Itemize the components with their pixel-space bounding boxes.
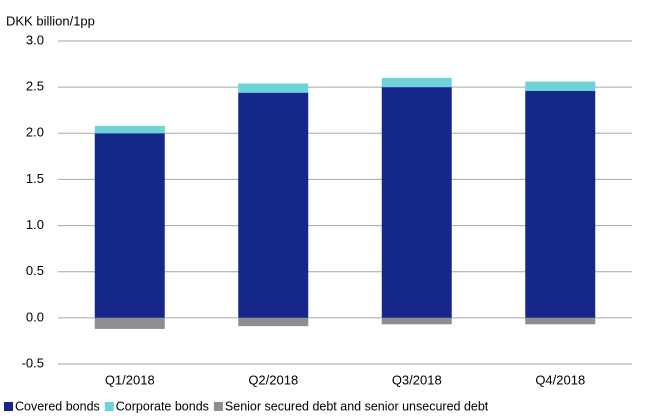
bar-segment: [381, 77, 452, 88]
legend-swatch: [213, 402, 223, 411]
y-tick-label: 2.5: [26, 79, 44, 94]
y-tick-label: 3.0: [26, 32, 44, 47]
x-tick-label: Q4/2018: [535, 372, 585, 387]
y-axis-label: DKK billion/1pp: [6, 13, 95, 28]
legend-label: Senior secured debt and senior unsecured…: [225, 399, 489, 413]
bar-segment: [238, 83, 309, 93]
legend-label: Corporate bonds: [116, 399, 209, 413]
bar-segment: [381, 87, 452, 318]
y-tick-label: 1.0: [26, 217, 44, 232]
bar-segment: [238, 317, 309, 327]
bar-segment: [525, 90, 596, 318]
y-tick-label: 1.5: [26, 171, 44, 186]
bar-segment: [238, 92, 309, 318]
bar-segment: [94, 133, 165, 318]
legend: Covered bonds Corporate bonds Senior secur…: [4, 399, 489, 413]
bar-segment: [94, 317, 165, 329]
legend-swatch: [104, 402, 114, 411]
legend-swatch: [4, 402, 13, 411]
y-tick-label: 0.5: [26, 263, 44, 278]
x-tick-label: Q1/2018: [105, 372, 155, 387]
bar-segment: [94, 125, 165, 134]
y-tick-label: -0.5: [22, 355, 44, 370]
bar-segment: [381, 317, 452, 325]
legend-label: Covered bonds: [15, 399, 100, 413]
x-tick-label: Q2/2018: [248, 372, 298, 387]
x-tick-label: Q3/2018: [392, 372, 442, 387]
bar-segment: [525, 317, 596, 325]
y-tick-label: 0.0: [26, 309, 44, 324]
y-tick-label: 2.0: [26, 125, 44, 140]
bar-segment: [525, 81, 596, 91]
